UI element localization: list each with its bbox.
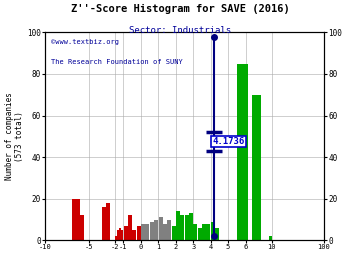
Bar — [72, 199, 80, 240]
Bar — [132, 230, 136, 240]
Bar — [150, 222, 154, 240]
Bar — [128, 215, 132, 240]
Bar — [193, 224, 197, 240]
Bar — [176, 211, 180, 240]
Bar — [158, 217, 162, 240]
Bar — [106, 203, 110, 240]
Bar — [117, 230, 119, 240]
Y-axis label: Number of companies
(573 total): Number of companies (573 total) — [5, 92, 24, 180]
Bar — [123, 226, 128, 240]
Bar — [211, 222, 215, 240]
Bar — [237, 64, 248, 240]
Bar — [269, 236, 272, 240]
Bar — [119, 228, 121, 240]
Bar — [145, 224, 149, 240]
Bar — [215, 228, 219, 240]
Bar — [167, 220, 171, 240]
Bar — [180, 215, 184, 240]
Bar — [121, 230, 123, 240]
Bar — [115, 236, 117, 240]
Bar — [202, 224, 206, 240]
Text: The Research Foundation of SUNY: The Research Foundation of SUNY — [50, 59, 182, 65]
Bar — [163, 224, 167, 240]
Text: ©www.textbiz.org: ©www.textbiz.org — [50, 39, 118, 45]
Bar — [252, 95, 261, 240]
Bar — [80, 215, 84, 240]
Bar — [141, 224, 145, 240]
Text: Sector: Industrials: Sector: Industrials — [129, 26, 231, 35]
Text: 4.1736: 4.1736 — [213, 137, 245, 146]
Bar — [198, 228, 202, 240]
Bar — [172, 226, 176, 240]
Bar — [154, 220, 158, 240]
Bar — [189, 213, 193, 240]
Text: Z''-Score Histogram for SAVE (2016): Z''-Score Histogram for SAVE (2016) — [71, 4, 289, 14]
Bar — [185, 215, 189, 240]
Bar — [207, 224, 211, 240]
Bar — [102, 207, 106, 240]
Bar — [137, 226, 141, 240]
